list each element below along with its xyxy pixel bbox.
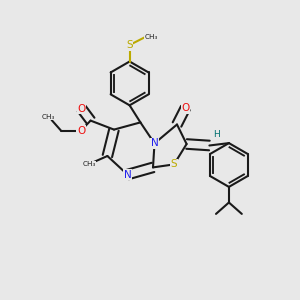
Text: H: H — [213, 130, 220, 139]
Text: CH₃: CH₃ — [145, 34, 158, 40]
Text: S: S — [171, 159, 177, 170]
Text: CH₃: CH₃ — [41, 114, 55, 120]
Text: S: S — [126, 40, 133, 50]
Text: CH₃: CH₃ — [82, 161, 96, 167]
Text: O: O — [77, 103, 86, 114]
Text: N: N — [151, 138, 158, 148]
Text: O: O — [77, 125, 85, 136]
Text: N: N — [124, 169, 131, 180]
Text: O: O — [181, 103, 190, 113]
